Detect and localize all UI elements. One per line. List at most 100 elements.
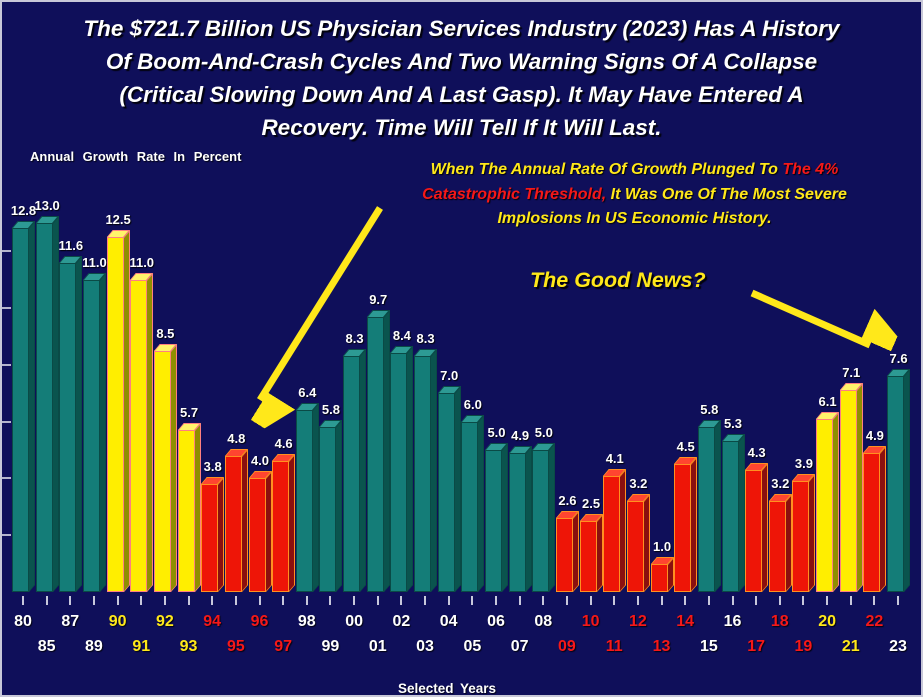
bar-03 [414, 348, 438, 592]
x-tick [187, 596, 190, 605]
bar-07 [508, 445, 532, 592]
bar-face-face [816, 419, 834, 592]
bar-value-label: 11.6 [58, 238, 84, 253]
bar-face-face [626, 501, 644, 592]
bar-face-face [532, 450, 550, 592]
x-tick-label: 93 [179, 638, 198, 655]
bar-11 [603, 468, 627, 592]
bar-side-face [596, 513, 603, 592]
x-tick-label: 06 [487, 613, 505, 630]
y-tick [2, 534, 11, 537]
bar-10 [579, 513, 603, 592]
x-tick-label: 19 [794, 638, 813, 655]
bar-face-face [674, 464, 692, 592]
bar-side-face [336, 419, 343, 592]
bar-00 [343, 348, 367, 592]
bar-face-face [721, 441, 739, 592]
bar-value-label: 11.0 [129, 255, 155, 270]
x-tick [282, 596, 285, 605]
x-tick [731, 596, 734, 605]
x-tick [897, 596, 900, 605]
bar-20 [816, 411, 840, 592]
bar-value-label: 4.5 [676, 439, 695, 454]
bar-80 [12, 220, 35, 592]
bar-value-label: 2.5 [582, 496, 601, 511]
bar-face-face [201, 484, 219, 592]
bar-value-label: 12.8 [10, 203, 37, 218]
good-news-text: The Good News? [530, 268, 706, 292]
bar-side-face [360, 348, 367, 592]
bar-face-face [82, 280, 100, 592]
callout-text: When The Annual Rate Of Growth Plunged T… [347, 158, 921, 232]
x-tick-label: 10 [581, 613, 600, 630]
bar-side-face [431, 348, 438, 592]
x-tick-label: 13 [652, 638, 671, 655]
bar-side-face [312, 402, 319, 592]
x-tick-label: 85 [37, 638, 56, 655]
bar-face-face [768, 501, 786, 592]
bar-face-face [414, 356, 432, 592]
x-tick-label: 80 [14, 613, 32, 630]
bar-21 [839, 382, 863, 592]
bar-face-face [272, 461, 290, 592]
bar-value-label: 6.1 [818, 394, 837, 409]
bar-face-face [224, 456, 242, 592]
x-tick [542, 596, 545, 605]
x-tick [163, 596, 166, 605]
bar-value-label: 3.8 [203, 459, 222, 474]
x-tick-label: 09 [558, 638, 576, 655]
bar-91 [130, 272, 154, 592]
bar-value-label: 6.4 [298, 385, 317, 400]
bar-value-label: 5.3 [723, 416, 743, 431]
x-tick [849, 596, 852, 605]
bar-side-face [785, 493, 792, 592]
bar-04 [437, 385, 461, 592]
x-tick-label: 08 [534, 613, 553, 630]
x-tick-label: 94 [203, 613, 222, 630]
bar-face-face [130, 280, 148, 592]
x-tick [826, 596, 829, 605]
bar-face-face [887, 376, 905, 592]
bar-face-face [745, 470, 763, 592]
bar-side-face [880, 445, 887, 592]
bar-face-face [106, 237, 124, 592]
bar-value-label: 8.3 [345, 331, 364, 346]
bar-side-face [549, 442, 556, 592]
bar-side-face [407, 345, 414, 592]
bar-face-face [295, 410, 313, 592]
y-tick [2, 477, 11, 480]
x-tick-label: 14 [676, 613, 695, 630]
x-axis-title: Selected Years [397, 681, 497, 696]
x-tick [613, 596, 616, 605]
bar-08 [532, 442, 556, 592]
callout-segment: It Was One Of The Most Severe [606, 185, 847, 203]
x-tick [802, 596, 805, 605]
bar-face-face [12, 228, 29, 592]
bar-01 [366, 309, 390, 592]
x-tick [116, 596, 119, 605]
x-tick [92, 596, 95, 605]
x-tick-label: 11 [605, 638, 623, 655]
x-tick-label: 00 [345, 613, 363, 630]
x-tick [589, 596, 592, 605]
x-tick-label: 87 [61, 613, 80, 630]
x-tick-label: 17 [747, 638, 766, 655]
bar-side-face [241, 448, 248, 592]
bar-87 [59, 255, 83, 592]
x-tick-label: 01 [368, 638, 387, 655]
bar-side-face [289, 453, 296, 592]
bar-side-face [99, 272, 106, 592]
x-tick [400, 596, 403, 605]
bar-face-face [579, 521, 597, 592]
bar-90 [106, 229, 130, 592]
y-tick [2, 250, 11, 253]
x-tick-label: 92 [155, 613, 174, 630]
bar-14 [674, 456, 698, 592]
x-tick-label: 23 [889, 638, 907, 655]
bar-face-face [697, 427, 715, 592]
bar-value-label: 7.1 [842, 365, 861, 380]
x-tick [69, 596, 72, 605]
x-tick [495, 596, 497, 605]
x-tick [376, 596, 379, 605]
